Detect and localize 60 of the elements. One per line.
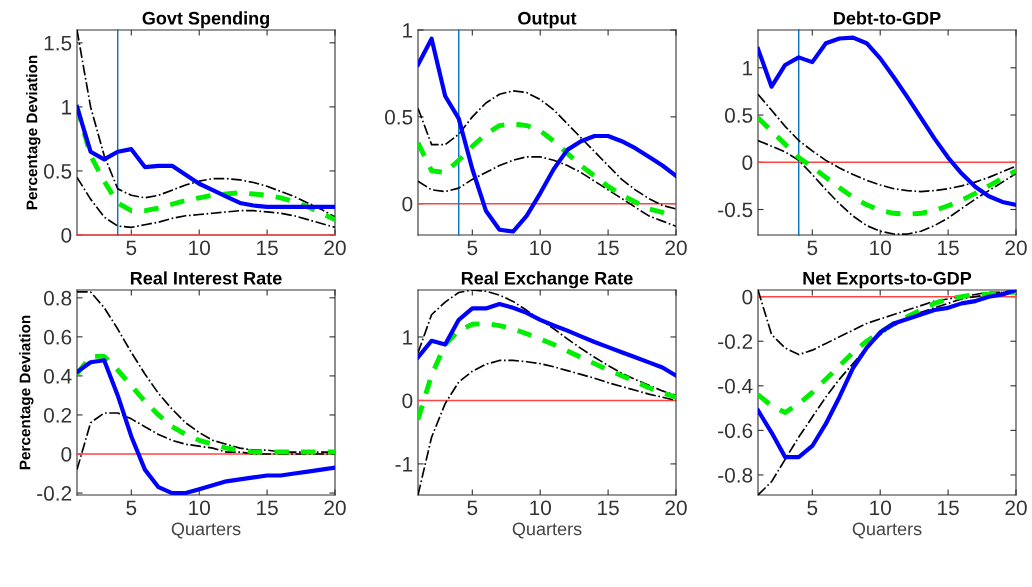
y-tick-label: 0: [742, 155, 753, 171]
x-tick-label: 20: [1005, 240, 1027, 256]
y-tick-label: -0.8: [718, 467, 753, 483]
chart-title: Net Exports-to-GDP: [803, 271, 972, 289]
chart-title: Output: [518, 11, 577, 29]
y-tick-label: -0.2: [37, 486, 72, 501]
x-tick-label: 5: [807, 240, 818, 256]
x-axis-title: Quarters: [512, 522, 582, 539]
y-tick-label: 1.5: [44, 36, 72, 51]
chart-title: Real Exchange Rate: [461, 271, 633, 289]
x-tick-label: 5: [467, 240, 478, 256]
x-axis-title: Quarters: [171, 522, 241, 539]
y-tick-label: -0.4: [718, 378, 753, 394]
y-tick-label: 0.6: [43, 329, 72, 345]
x-tick-label: 5: [467, 500, 478, 516]
x-tick-label: 15: [257, 240, 278, 256]
y-tick-label: 0: [742, 289, 753, 305]
y-tick-label: 0.8: [43, 290, 72, 306]
x-tick-label: 5: [126, 500, 137, 516]
x-tick-label: 15: [598, 240, 619, 256]
x-tick-label: 20: [1005, 500, 1027, 516]
x-tick-label: 5: [126, 240, 137, 256]
y-tick-label: -1: [395, 457, 413, 472]
y-tick-label: -0.6: [718, 423, 753, 439]
x-tick-label: 20: [665, 500, 687, 516]
y-tick-label: 0: [61, 447, 72, 462]
x-tick-label: 10: [189, 240, 210, 256]
x-tick-label: 20: [324, 240, 346, 256]
x-tick-label: 10: [530, 240, 551, 256]
y-tick-label: -0.5: [718, 202, 753, 218]
x-tick-label: 10: [189, 500, 210, 516]
x-tick-label: 20: [324, 500, 346, 516]
y-tick-label: 0: [61, 228, 72, 243]
y-tick-label: 0.5: [43, 163, 72, 179]
chart-title: Real Interest Rate: [130, 271, 282, 285]
y-tick-label: 0.4: [43, 368, 72, 384]
y-axis-title: Percentage Deviation: [26, 55, 41, 210]
x-tick-label: 15: [938, 240, 959, 256]
y-tick-label: 1: [403, 23, 413, 38]
y-tick-label: 0.5: [724, 108, 753, 123]
x-tick-label: 10: [870, 500, 891, 516]
x-axis-title: Quarters: [852, 522, 922, 539]
chart-title: Govt Spending: [142, 11, 269, 29]
x-tick-label: 15: [938, 500, 959, 516]
x-tick-label: 10: [870, 240, 891, 256]
y-tick-label: 0: [402, 196, 413, 212]
y-tick-label: 1: [62, 100, 72, 115]
y-tick-label: 0.5: [384, 109, 413, 125]
x-tick-label: 15: [257, 500, 278, 516]
y-tick-label: -0.2: [718, 334, 753, 349]
x-tick-label: 15: [598, 500, 619, 516]
y-tick-label: 1: [743, 61, 753, 76]
y-tick-label: 0.2: [43, 407, 72, 423]
y-axis-title: Percentage Deviation: [19, 315, 34, 470]
y-tick-label: 1: [403, 330, 413, 345]
x-tick-label: 5: [807, 500, 818, 516]
x-tick-label: 20: [665, 240, 687, 256]
y-tick-label: 0: [402, 393, 413, 409]
x-tick-label: 10: [530, 500, 551, 516]
chart-title: Debt-to-GDP: [834, 11, 941, 25]
